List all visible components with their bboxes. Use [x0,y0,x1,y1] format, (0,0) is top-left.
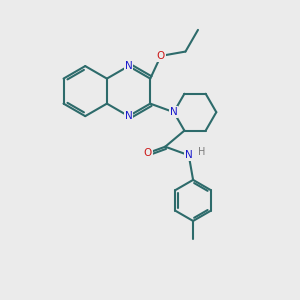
Text: N: N [125,111,132,121]
Text: N: N [185,150,193,160]
Text: O: O [157,51,165,61]
Text: N: N [170,107,178,117]
Text: O: O [143,148,152,158]
Text: N: N [125,61,132,71]
Text: H: H [198,147,206,157]
